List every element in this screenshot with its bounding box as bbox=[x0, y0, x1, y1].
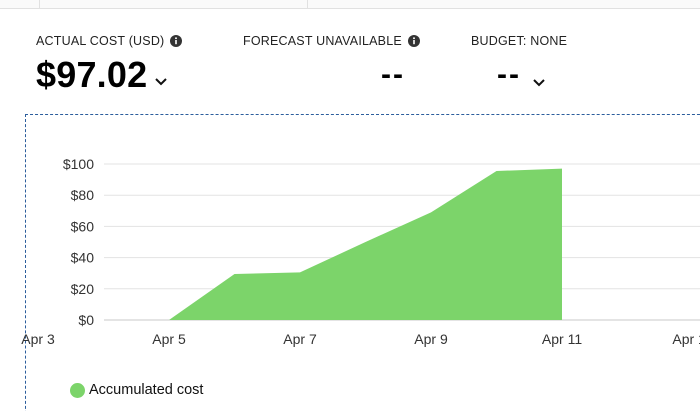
y-tick-label: $20 bbox=[71, 281, 95, 297]
y-tick-label: $40 bbox=[71, 250, 95, 266]
legend-swatch bbox=[70, 382, 85, 398]
tab-strip-segment[interactable] bbox=[40, 0, 308, 9]
x-tick-label: Apr 11 bbox=[542, 331, 582, 347]
x-tick-label: Apr 3 bbox=[21, 331, 55, 347]
top-tab-strip bbox=[0, 0, 700, 9]
x-tick-label: Apr 7 bbox=[283, 331, 317, 347]
y-axis-ticks: $0 $20 $40 $60 $80 $100 bbox=[63, 156, 94, 328]
budget-value-row[interactable]: -- bbox=[497, 58, 547, 92]
actual-cost-metric: ACTUAL COST (USD) bbox=[36, 34, 183, 48]
forecast-value-row: -- bbox=[381, 58, 405, 92]
accumulated-cost-area[interactable] bbox=[169, 168, 562, 320]
x-axis-ticks: Apr 3 Apr 5 Apr 7 Apr 9 Apr 11 Apr 13 bbox=[21, 331, 700, 347]
actual-cost-value: $97.02 bbox=[36, 54, 148, 95]
actual-cost-label-row: ACTUAL COST (USD) bbox=[36, 34, 183, 48]
info-icon[interactable] bbox=[407, 35, 420, 47]
y-tick-label: $0 bbox=[78, 312, 94, 328]
chart-panel bbox=[25, 114, 700, 411]
budget-label: BUDGET: NONE bbox=[471, 34, 568, 48]
actual-cost-label: ACTUAL COST (USD) bbox=[36, 34, 165, 48]
actual-cost-value-row[interactable]: $97.02 bbox=[36, 54, 169, 96]
legend-label: Accumulated cost bbox=[89, 382, 204, 398]
y-tick-label: $80 bbox=[71, 187, 95, 203]
x-tick-label: Apr 9 bbox=[414, 331, 448, 347]
info-icon[interactable] bbox=[170, 35, 183, 47]
y-tick-label: $100 bbox=[63, 156, 94, 172]
chevron-down-icon[interactable] bbox=[531, 76, 547, 88]
budget-value: -- bbox=[497, 58, 521, 91]
chart-legend[interactable]: Accumulated cost bbox=[70, 382, 203, 398]
forecast-label-row: FORECAST UNAVAILABLE bbox=[243, 34, 420, 48]
forecast-metric: FORECAST UNAVAILABLE bbox=[243, 34, 420, 48]
y-tick-label: $60 bbox=[71, 218, 95, 234]
forecast-label: FORECAST UNAVAILABLE bbox=[243, 34, 402, 48]
chart-area-layer bbox=[169, 168, 562, 320]
budget-label-row: BUDGET: NONE bbox=[471, 34, 567, 48]
tab-strip-segment[interactable] bbox=[0, 0, 40, 9]
forecast-value: -- bbox=[381, 58, 405, 91]
x-tick-label: Apr 13 bbox=[672, 331, 700, 347]
chevron-down-icon[interactable] bbox=[153, 75, 169, 87]
x-tick-label: Apr 5 bbox=[152, 331, 186, 347]
budget-metric: BUDGET: NONE bbox=[471, 34, 567, 48]
